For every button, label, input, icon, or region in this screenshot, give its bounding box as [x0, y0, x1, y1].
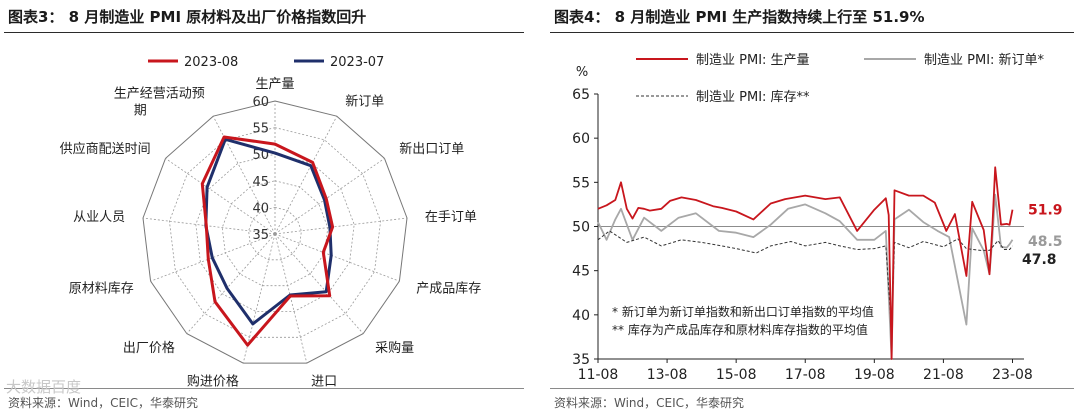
radar-spoke: [274, 233, 308, 364]
figure-4-panel: 图表4： 8 月制造业 PMI 生产指数持续上行至 51.9% 35 40 45 50…: [546, 0, 1080, 412]
y-tick-label: 40: [572, 308, 590, 324]
legend-label: 制造业 PMI: 库存**: [696, 89, 810, 105]
figure-3-panel: 图表3： 8 月制造业 PMI 原材料及出厂价格指数回升 35 40 45 50 55 6…: [0, 0, 530, 412]
radar-spoke: [274, 233, 400, 282]
line-chart: 35 40 45 50 55 60 65% 11-08 13-08 15-08 17-08 19-08…: [572, 52, 1063, 383]
y-tick-label: 60: [572, 131, 590, 147]
radar-axis-label: 供应商配送时间: [60, 141, 151, 157]
figure-3-title: 图表3： 8 月制造业 PMI 原材料及出厂价格指数回升: [8, 8, 367, 26]
radar-axis-label: 采购量: [375, 340, 414, 356]
radar-axis-label: 生产量: [255, 77, 294, 92]
radar-axis-label: 进口: [311, 375, 337, 389]
title-rule: [550, 32, 1074, 33]
radar-axis-label: 新出口订单: [399, 141, 464, 157]
y-tick-label: 55: [572, 175, 590, 191]
radar-axis-label-line: 生产经营活动预: [114, 86, 205, 101]
radar-axis-label: 在手订单: [425, 210, 477, 225]
radar-axis-label: 从业人员: [73, 210, 125, 225]
radar-axis-label: 新订单: [345, 93, 384, 109]
series-line-inventory: [597, 230, 1013, 332]
radar-grid-ring: [248, 206, 302, 261]
x-tick-label: 17-08: [785, 367, 826, 383]
x-tick-label: 19-08: [854, 367, 895, 383]
radar-tick-label: 45: [252, 175, 269, 190]
legend-label: 2023-07: [330, 55, 384, 70]
radar-axis-label: 生产经营活动预期: [114, 86, 205, 118]
radar-grid-ring: [142, 100, 408, 364]
radar-tick-label: 50: [252, 148, 269, 163]
chart-footnote: ** 库存为产成品库存和原材料库存指数的平均值: [612, 322, 868, 337]
radar-tick-label: 55: [252, 122, 269, 137]
x-tick-label: 21-08: [923, 367, 964, 383]
title-rule: [4, 32, 524, 33]
x-tick-label: 11-08: [578, 367, 619, 383]
radar-grid-ring: [221, 180, 329, 287]
radar-tick-label: 40: [252, 201, 269, 216]
series-line-production: [597, 166, 1014, 360]
x-tick-label: 15-08: [716, 367, 757, 383]
radar-series-2023-07: [204, 137, 333, 326]
radar-axis-label: 原材料库存: [69, 281, 134, 297]
radar-spoke: [274, 233, 364, 334]
x-tick-label: 23-08: [992, 367, 1033, 383]
y-tick-label: 35: [572, 352, 590, 368]
radar-tick-label: 60: [252, 95, 269, 110]
y-axis-unit: %: [576, 65, 588, 80]
figure-4-source: 资料来源：Wind，CEIC，华泰研究: [554, 396, 745, 410]
y-tick-label: 50: [572, 220, 590, 236]
end-label-inventory: 47.8: [1022, 252, 1057, 268]
radar-series-2023-08: [200, 135, 335, 347]
y-tick-label: 65: [572, 87, 590, 103]
end-label-production: 51.9: [1028, 203, 1063, 219]
radar-tick-label: 35: [252, 228, 269, 243]
legend-label: 制造业 PMI: 生产量: [696, 53, 810, 68]
chart-footnote: * 新订单为新订单指数和新出口订单指数的平均值: [612, 304, 874, 319]
footer-rule: [550, 388, 1074, 389]
radar-axis-label: 购进价格: [187, 374, 239, 389]
radar-axis-label: 产成品库存: [416, 281, 481, 297]
radar-axis-label-line: 期: [134, 103, 147, 118]
figure-4-title: 图表4： 8 月制造业 PMI 生产指数持续上行至 51.9%: [554, 8, 925, 26]
figure-3-source: 资料来源：Wind，CEIC，华泰研究: [8, 396, 199, 410]
x-tick-label: 13-08: [647, 367, 688, 383]
legend-label: 制造业 PMI: 新订单*: [924, 52, 1045, 68]
legend-label: 2023-08: [184, 55, 238, 70]
radar-axis-label: 出厂价格: [123, 340, 175, 356]
end-label-new_orders: 48.5: [1028, 234, 1063, 250]
watermark-text: 大数据百度: [6, 378, 82, 396]
footer-rule: [4, 388, 524, 389]
y-tick-label: 45: [572, 264, 590, 280]
